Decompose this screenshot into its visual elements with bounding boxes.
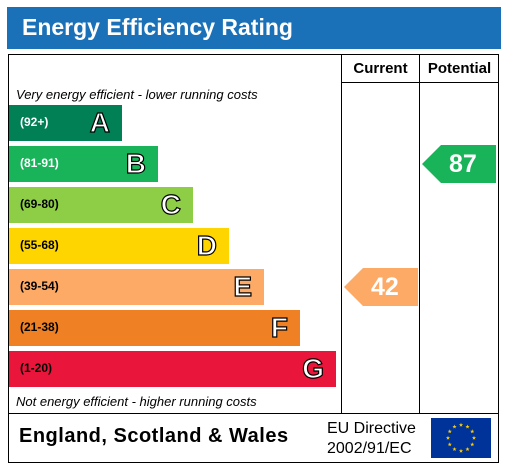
column-header-current: Current xyxy=(353,60,408,77)
rating-band-f: (21-38) F xyxy=(9,310,300,346)
rating-band-g: (1-20) G xyxy=(9,351,336,387)
band-range-label: (81-91) xyxy=(20,156,59,170)
header-bar: Energy Efficiency Rating xyxy=(7,7,501,49)
rating-table xyxy=(8,54,499,463)
column-divider xyxy=(419,54,420,413)
eu-flag-icon xyxy=(431,418,491,458)
band-range-label: (39-54) xyxy=(20,279,59,293)
band-range-label: (21-38) xyxy=(20,320,59,334)
rating-band-e: (39-54) E xyxy=(9,269,264,305)
band-letter-label: D xyxy=(196,229,217,261)
column-header-potential: Potential xyxy=(427,60,492,77)
flag-star xyxy=(447,429,452,434)
flag-star xyxy=(452,447,457,452)
footer-divider xyxy=(8,413,499,414)
column-divider xyxy=(341,54,342,413)
band-range-label: (55-68) xyxy=(20,238,59,252)
band-letter-label: C xyxy=(160,188,181,220)
flag-star xyxy=(470,442,475,447)
flag-star xyxy=(458,422,464,427)
flag-star xyxy=(452,424,457,429)
rating-band-c: (69-80) C xyxy=(9,187,193,223)
flag-star xyxy=(458,448,464,453)
current-rating-value: 42 xyxy=(371,273,399,301)
directive-line-1: EU Directive xyxy=(327,420,416,437)
band-letter-label: G xyxy=(302,352,325,384)
band-letter-label: E xyxy=(233,270,253,302)
header-divider xyxy=(341,82,499,83)
flag-star xyxy=(470,429,475,434)
flag-star xyxy=(445,435,451,440)
potential-arrow-shape xyxy=(422,145,496,183)
current-rating-arrow: 42 xyxy=(344,268,418,306)
band-range-label: (92+) xyxy=(20,115,49,129)
band-range-label: (69-80) xyxy=(20,197,59,211)
band-letter-label: F xyxy=(270,311,288,343)
top-note: Very energy efficient - lower running co… xyxy=(16,87,258,102)
flag-star xyxy=(465,424,470,429)
potential-rating-value: 87 xyxy=(449,150,477,178)
potential-rating-arrow: 87 xyxy=(422,145,496,183)
band-range-label: (1-20) xyxy=(20,361,53,375)
current-arrow-shape xyxy=(344,268,418,306)
rating-band-d: (55-68) D xyxy=(9,228,229,264)
region-label: England, Scotland & Wales xyxy=(19,425,289,447)
directive-line-2: 2002/91/EC xyxy=(327,440,412,457)
flag-star xyxy=(471,435,477,440)
band-letter-label: B xyxy=(125,147,146,179)
flag-star xyxy=(465,447,470,452)
bottom-note: Not energy efficient - higher running co… xyxy=(16,394,257,409)
band-letter-label: A xyxy=(89,106,110,138)
rating-band-b: (81-91) B xyxy=(9,146,158,182)
page-title: Energy Efficiency Rating xyxy=(22,14,293,40)
flag-star xyxy=(447,442,452,447)
rating-band-a: (92+) A xyxy=(9,105,122,141)
